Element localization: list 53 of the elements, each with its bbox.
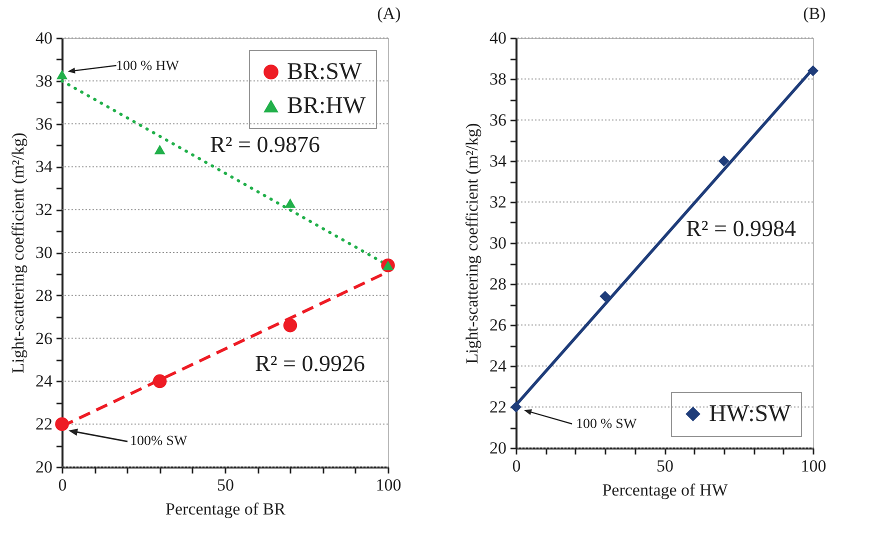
annotation: R² = 0.9876	[210, 132, 320, 157]
y-tick-label: 22	[36, 414, 52, 434]
point	[56, 70, 68, 80]
y-tick-label: 20	[36, 458, 52, 476]
y-tick-label: 36	[490, 110, 506, 130]
y-tick-label: 22	[490, 398, 506, 416]
y-tick-label: 24	[490, 356, 507, 376]
y-tick-label: 26	[36, 328, 52, 348]
x-axis-title: Percentage of BR	[166, 500, 286, 518]
legend-label: BR:SW	[287, 59, 362, 85]
x-tick-label: 0	[58, 476, 67, 494]
y-tick-label: 26	[490, 316, 506, 334]
legend-label: BR:HW	[287, 93, 366, 119]
point	[718, 156, 730, 166]
annotation: R² = 0.9926	[255, 351, 365, 376]
x-axis-title: Percentage of HW	[602, 480, 729, 500]
y-tick-label: 38	[36, 71, 52, 90]
point	[510, 402, 522, 412]
y-tick-label: 32	[490, 192, 506, 212]
point	[154, 144, 166, 154]
x-tick-label: 50	[217, 476, 234, 494]
y-tick-label: 40	[36, 28, 52, 48]
x-tick-label: 50	[656, 456, 674, 476]
annotation: 100% SW	[130, 434, 188, 449]
y-tick-label: 34	[490, 152, 507, 170]
x-tick-label: 100	[800, 456, 826, 476]
annotation: R² = 0.9984	[686, 216, 796, 241]
point	[283, 318, 298, 332]
chart-title: (A)	[377, 4, 401, 23]
y-tick-label: 30	[36, 243, 52, 262]
y-tick-label: 30	[490, 234, 506, 252]
y-tick-label: 28	[36, 286, 52, 305]
annotation: 100 % HW	[116, 59, 180, 74]
y-tick-label: 36	[36, 114, 52, 134]
y-tick-label: 32	[36, 200, 52, 220]
y-tick-label: 24	[36, 372, 53, 391]
legend-label: HW:SW	[709, 401, 792, 427]
y-axis-title: Light-scattering coefficient (m²/kg)	[8, 132, 28, 374]
point	[152, 374, 167, 388]
x-tick-label: 100	[376, 476, 402, 494]
y-tick-label: 34	[36, 157, 53, 176]
y-tick-label: 40	[490, 28, 506, 48]
y-axis-title: Light-scattering coefficient (m²/kg)	[462, 123, 482, 364]
y-tick-label: 20	[490, 438, 506, 458]
chart-title: (B)	[803, 4, 826, 23]
annotation: 100 % SW	[576, 417, 638, 432]
y-tick-label: 28	[490, 274, 506, 294]
point	[600, 290, 611, 302]
point	[808, 65, 818, 76]
point	[55, 417, 69, 431]
point	[284, 198, 296, 208]
y-tick-label: 38	[490, 70, 506, 88]
x-tick-label: 0	[512, 456, 521, 476]
